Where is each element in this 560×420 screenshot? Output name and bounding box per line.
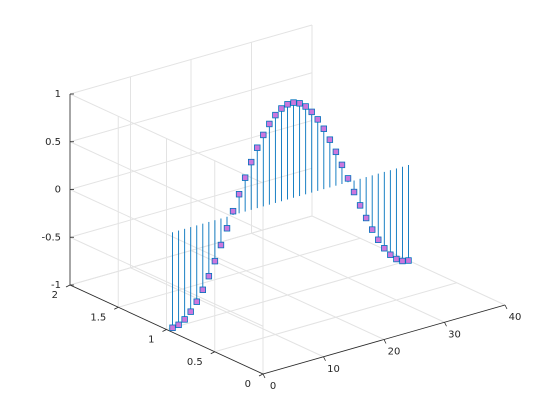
grid-line [69,72,313,143]
stem-marker [296,100,303,107]
x-tick [383,339,387,344]
y-tick [65,284,71,288]
y-tick-label: 0 [245,379,251,390]
stem-marker [362,214,370,222]
stem-marker [308,108,315,116]
stem-marker [175,321,182,329]
x-tick [323,356,326,361]
grid-line [69,167,313,238]
grid-line [118,237,361,308]
x-tick-label: 30 [448,329,461,340]
stem-marker [187,308,194,315]
grid-line [214,282,457,353]
x-tick-label: 40 [509,312,522,323]
grid-line [69,236,264,327]
grid-line [69,141,264,232]
x-tick [444,322,447,327]
y-tick-label: 0.5 [187,357,203,368]
stem-marker [169,324,176,331]
stem-marker [332,148,340,156]
grid-line [69,93,264,184]
stem-marker [193,298,200,305]
stem-marker [393,255,400,263]
y-tick [210,351,215,355]
stem-marker [375,236,382,243]
stem-marker [229,207,237,215]
stem-marker [368,226,376,233]
stem-marker [350,188,358,196]
y-tick-label: 2 [52,290,58,301]
x-tick-label: 10 [327,364,340,375]
x-tick [504,304,508,310]
stem-marker [344,175,352,182]
z-tick-label: 1 [55,89,61,100]
stem-marker [241,174,249,181]
stem-marker [387,251,394,258]
grid-line [69,189,264,279]
stem-marker [235,190,243,198]
x-tick-label: 20 [388,347,401,358]
y-tick [114,306,119,310]
stem-marker [290,99,297,106]
y-tick-label: 1.5 [90,312,106,323]
z-tick-label: 0 [55,185,61,196]
stem-marker [217,241,225,249]
stem-marker [356,202,364,209]
stem-marker [320,125,327,132]
stem-marker [205,272,213,280]
stem-marker [399,257,406,265]
stem-marker [260,131,267,139]
stem-marker [254,144,261,151]
stem-marker [223,225,231,232]
x-tick-label: 0 [270,381,276,392]
z-tick-label: -1 [51,280,61,291]
y-tick [162,329,167,332]
z-tick-label: -0.5 [41,232,61,243]
grid-line [166,260,409,330]
y-tick-label: 1 [148,335,154,346]
stem-marker [211,257,219,265]
stem-marker [405,257,412,264]
stem-marker [278,105,285,112]
grid-line [69,120,313,190]
stem-marker [272,111,279,119]
y-tick [258,373,264,377]
stem-marker [338,161,346,169]
stem-marker [284,101,291,108]
stem-marker [199,286,206,294]
z-tick-label: 0.5 [45,137,61,148]
x-tick [262,373,266,379]
stem-marker [326,136,334,143]
stem-marker [381,245,388,252]
stem-marker [314,116,321,123]
stem-marker [181,316,188,323]
stem-marker [247,158,255,166]
grid-line [69,24,313,95]
stem-marker [266,120,273,128]
stem-marker [302,103,309,110]
